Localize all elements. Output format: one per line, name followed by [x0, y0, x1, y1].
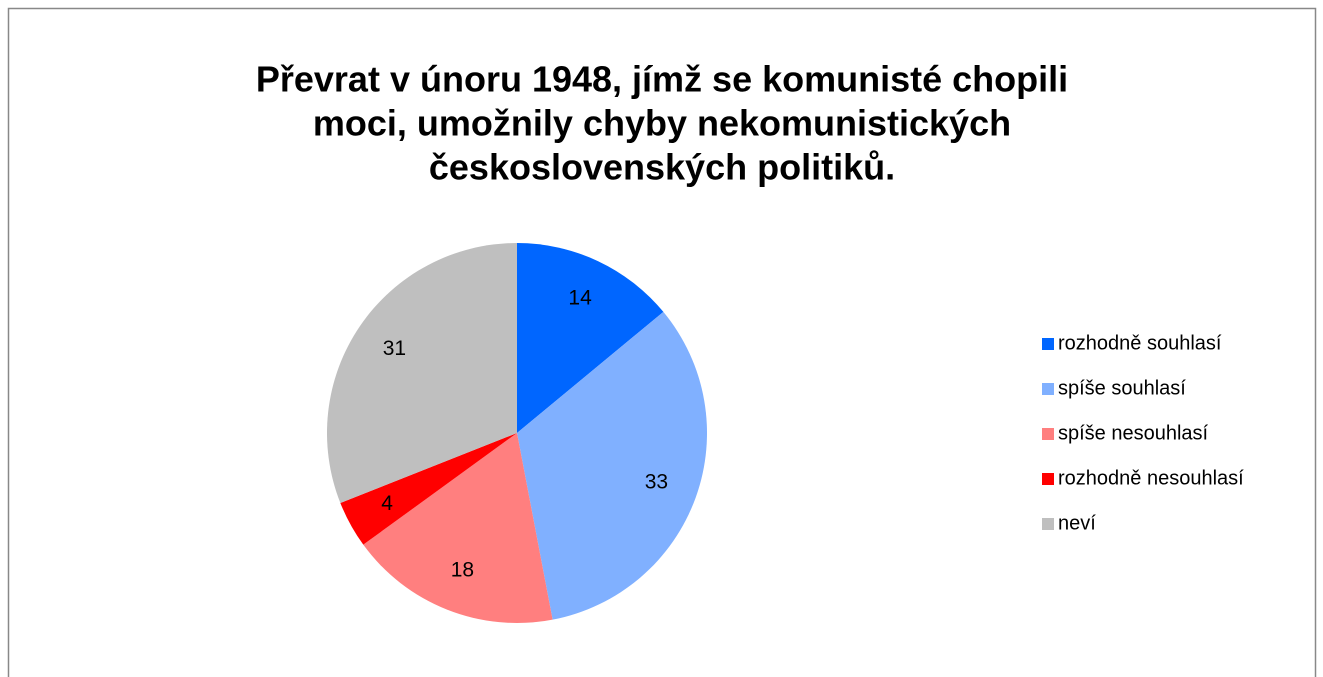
data-label: 4 [381, 492, 393, 515]
pie-slice [340, 433, 517, 545]
legend-swatch [1042, 473, 1054, 485]
legend-swatch [1042, 383, 1054, 395]
chart-title: moci, umožnily chyby nekomunistických [313, 103, 1011, 144]
legend-swatch [1042, 338, 1054, 350]
legend-label: spíše souhlasí [1058, 377, 1186, 399]
data-label: 14 [568, 286, 592, 309]
pie-slice [327, 243, 517, 503]
pie-slice [517, 243, 664, 433]
legend-swatch [1042, 428, 1054, 440]
chart-title: Převrat v únoru 1948, jímž se komunisté … [256, 59, 1068, 100]
data-label: 18 [451, 558, 474, 581]
legend-label: neví [1058, 512, 1096, 534]
data-label: 31 [383, 337, 406, 360]
legend-label: spíše nesouhlasí [1058, 422, 1209, 444]
chart-title: československých politiků. [429, 147, 895, 188]
data-label: 33 [645, 471, 668, 494]
legend-label: rozhodně nesouhlasí [1058, 467, 1244, 489]
legend-label: rozhodně souhlasí [1058, 332, 1222, 354]
legend-swatch [1042, 518, 1054, 530]
pie-slice [363, 433, 553, 623]
pie-slice [517, 311, 708, 620]
